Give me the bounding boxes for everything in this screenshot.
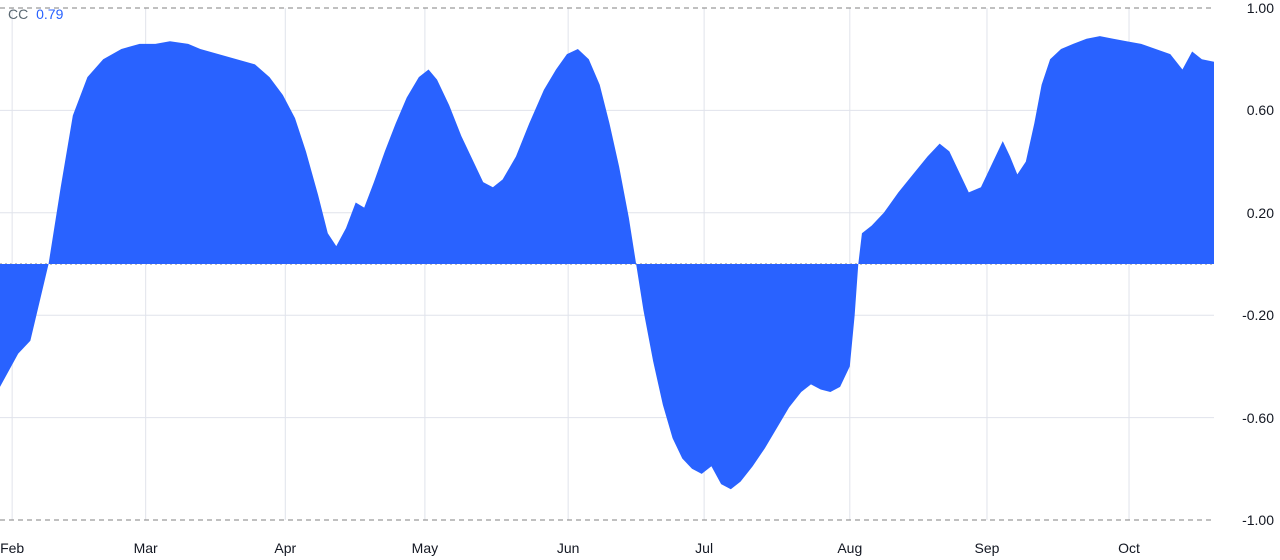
- ticker-label: CC 0.79: [8, 6, 63, 22]
- x-tick-label: Jun: [557, 540, 580, 556]
- correlation-chart: CC 0.79 1.00 0.60 0.20 -0.20 -0.60 -1.00 Feb M…: [0, 0, 1280, 560]
- y-tick-label: 0.20: [1247, 205, 1274, 221]
- y-tick-label: -0.60: [1242, 410, 1274, 426]
- x-tick-label: Jul: [695, 540, 713, 556]
- x-tick-label: Oct: [1118, 540, 1140, 556]
- x-tick-label: Aug: [837, 540, 862, 556]
- x-tick-label: Feb: [0, 540, 24, 556]
- x-tick-label: May: [412, 540, 438, 556]
- x-tick-label: Apr: [274, 540, 296, 556]
- x-tick-label: Sep: [975, 540, 1000, 556]
- ticker-name: CC: [8, 6, 28, 22]
- y-tick-label: 0.60: [1247, 102, 1274, 118]
- chart-svg: [0, 0, 1280, 560]
- y-tick-label: -0.20: [1242, 307, 1274, 323]
- x-tick-label: Mar: [134, 540, 158, 556]
- ticker-value: 0.79: [36, 6, 63, 22]
- y-tick-label: -1.00: [1242, 512, 1274, 528]
- y-tick-label: 1.00: [1247, 0, 1274, 16]
